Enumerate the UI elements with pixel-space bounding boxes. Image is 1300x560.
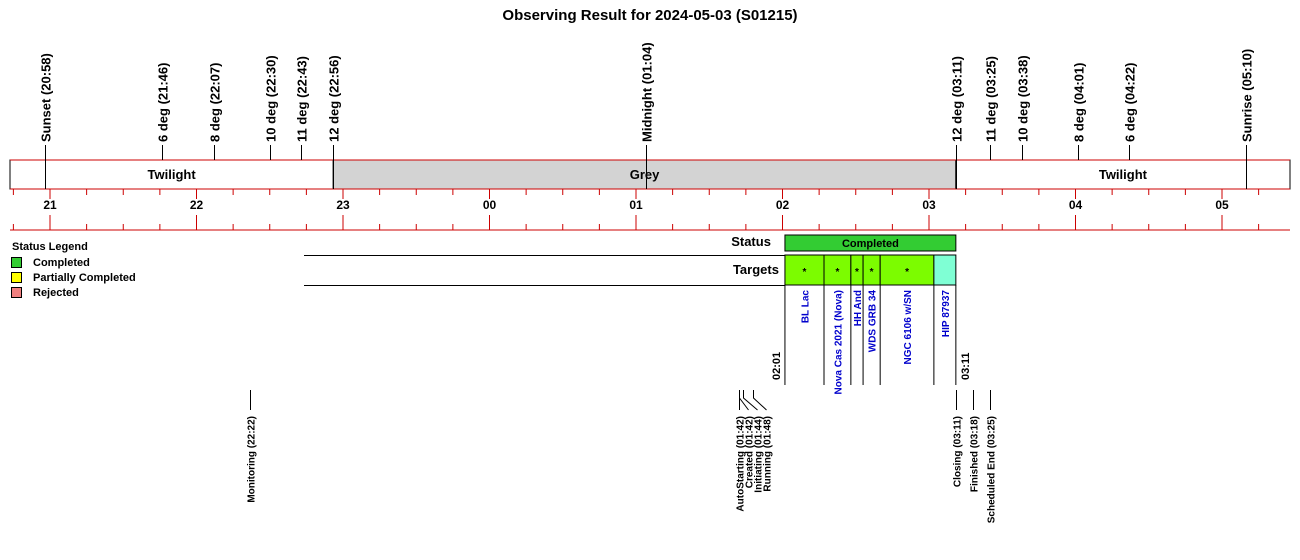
legend-item-label-0: Completed [33,257,90,269]
hour-axis: 21 22 23 00 01 02 03 04 05 [10,189,1290,231]
status-bar-label: Completed [842,238,899,250]
chart-title: Observing Result for 2024-05-03 (S01215) [502,7,797,24]
target-mark-2: * [855,267,859,278]
event-label-5: Closing (03:11) [953,416,964,487]
target-mark-1: * [835,267,839,278]
hour-tick-label-7: 04 [1069,198,1083,212]
event-label-1: AutoStarting (01:42) [736,416,747,512]
status-bar [784,234,957,252]
sun-event-markers: Sunset (20:58) 6 deg (21:46) 8 deg (22:07)… [39,42,1255,189]
target-name-5: HIP 87937 [941,290,952,338]
sun-event-label-11: 6 deg (04:22) [1123,63,1138,142]
event-label-6: Finished (03:18) [970,416,981,492]
target-name-3: WDS GRB 34 [868,290,879,353]
status-target-rows: Status Targets Completed * BL Lac * Nova Cas 2… [304,234,972,395]
legend-item-label-1: Partially Completed [33,272,136,284]
sun-event-label-8: 11 deg (03:25) [984,56,999,142]
hour-tick-label-4: 01 [629,198,643,212]
target-mark-3: * [870,267,874,278]
hour-tick-label-6: 03 [922,198,936,212]
event-label-7: Scheduled End (03:25) [987,416,998,523]
sky-band-label-1: Grey [630,167,660,182]
target-mark-4: * [905,267,909,278]
event-label-2: Created (01:42) [745,416,756,488]
hour-tick-label-2: 23 [336,198,350,212]
legend-swatch-1 [11,272,22,283]
hour-tick-label-1: 22 [190,198,204,212]
legend-item-label-2: Rejected [33,287,79,299]
legend-swatch-0 [11,257,22,268]
target-mark-0: * [803,267,807,278]
target-name-2: HH And [853,290,864,326]
sun-event-label-5: 12 deg (22:56) [327,55,342,142]
sun-event-label-10: 8 deg (04:01) [1072,63,1087,142]
status-row-label: Status [731,234,771,249]
window-start-label: 02:01 [771,352,783,380]
target-name-4: NGC 6106 w/SN [903,290,914,364]
target-name-1: Nova Cas 2021 (Nova) [833,290,844,395]
hour-tick-label-0: 21 [43,198,57,212]
sun-event-label-1: 6 deg (21:46) [156,63,171,142]
sun-event-label-6: Midnight (01:04) [640,42,655,142]
sun-event-label-7: 12 deg (03:11) [950,56,965,142]
hour-tick-label-5: 02 [776,198,790,212]
event-label-0: Monitoring (22:22) [247,416,258,503]
legend-swatch-2 [11,287,22,298]
sky-band-label-2: Twilight [1099,167,1148,182]
targets-row-label: Targets [733,262,779,277]
event-markers: Monitoring (22:22) AutoStarting (01:42)Cr… [247,390,998,523]
status-legend-title: Status Legend [12,241,88,253]
sun-event-label-12: Sunrise (05:10) [1240,49,1255,142]
hour-tick-label-3: 00 [483,198,497,212]
sky-band-label-0: Twilight [148,167,197,182]
sun-event-label-3: 10 deg (22:30) [264,55,279,142]
status-legend: Status Legend Completed Partially Complete… [11,241,136,299]
target-bar-5 [933,254,957,286]
sun-event-label-9: 10 deg (03:38) [1016,55,1031,142]
hour-tick-label-8: 05 [1215,198,1229,212]
sky-band-1 [332,159,957,190]
event-stem-3 [743,390,758,411]
target-bar-0 [784,254,825,286]
event-stem-4 [753,390,767,411]
sun-event-label-4: 11 deg (22:43) [295,56,310,142]
sky-bands: Twilight Grey Twilight [9,159,1291,190]
target-bar-1 [823,254,852,286]
event-label-4: Running (01:48) [763,416,774,492]
event-label-3: Initiating (01:44) [754,416,765,493]
sun-event-label-0: Sunset (20:58) [39,53,54,142]
sky-band-0 [9,159,334,190]
target-name-0: BL Lac [800,290,811,324]
sun-event-label-2: 8 deg (22:07) [208,63,223,142]
target-bar-4 [879,254,935,286]
window-end-label: 03:11 [960,352,972,380]
event-stem-2 [739,390,749,411]
